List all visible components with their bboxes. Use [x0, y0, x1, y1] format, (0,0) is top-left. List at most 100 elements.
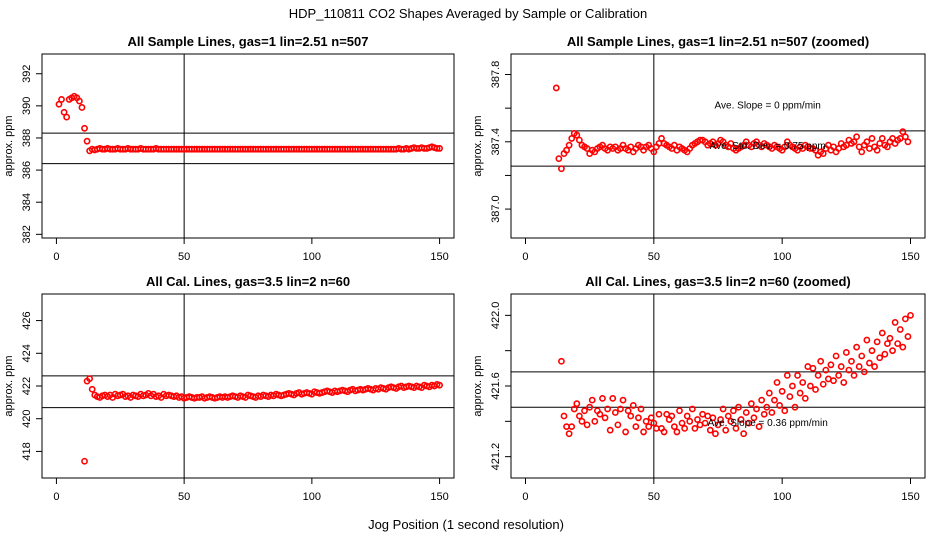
data-point	[835, 372, 843, 379]
data-point	[683, 412, 691, 420]
y-tick-label: 392	[21, 65, 33, 83]
data-point	[796, 389, 804, 397]
data-point	[632, 423, 640, 431]
data-point	[904, 333, 912, 340]
data-point	[81, 457, 88, 465]
data-point	[604, 405, 612, 413]
data-point	[901, 315, 909, 323]
panel-2: All Sample Lines, gas=1 lin=2.51 n=507 (…	[472, 34, 926, 263]
data-point	[753, 405, 760, 413]
x-tick-label: 100	[303, 251, 321, 263]
data-point	[83, 137, 91, 145]
data-point	[747, 400, 755, 408]
data-point	[819, 150, 827, 157]
data-point	[624, 407, 632, 415]
plot-frame	[510, 293, 926, 479]
data-point	[850, 372, 858, 379]
data-point	[896, 326, 904, 333]
data-point	[681, 424, 689, 432]
data-point	[845, 366, 853, 374]
data-point	[858, 148, 866, 156]
data-point	[873, 146, 881, 154]
data-point	[614, 421, 622, 429]
panel-4: All Cal. Lines, gas=3.5 lin=2 n=60 (zoom…	[472, 274, 926, 503]
data-point	[658, 135, 665, 142]
data-point	[645, 423, 653, 431]
data-point	[878, 329, 886, 337]
panel-title: All Cal. Lines, gas=3.5 lin=2 n=60 (zoom…	[585, 274, 851, 289]
data-point	[86, 375, 94, 383]
data-point	[891, 319, 899, 326]
y-tick-label: 386	[21, 161, 33, 179]
data-point	[678, 419, 686, 427]
y-axis-label: approx. ppm	[472, 355, 484, 416]
data-point	[778, 387, 786, 395]
data-point	[789, 382, 796, 390]
data-point	[863, 138, 871, 146]
data-point	[629, 402, 637, 409]
data-point	[737, 416, 745, 423]
figure-title: HDP_110811 CO2 Shapes Averaged by Sample…	[289, 6, 647, 21]
data-point	[819, 380, 827, 388]
data-point	[573, 400, 581, 408]
data-point	[814, 372, 822, 379]
data-point	[691, 424, 699, 432]
data-point	[853, 343, 861, 351]
data-point	[878, 135, 886, 142]
data-point	[860, 368, 868, 376]
data-point	[837, 363, 845, 370]
data-point	[740, 430, 748, 438]
data-point	[668, 412, 676, 420]
data-point	[694, 416, 701, 423]
data-point	[868, 135, 876, 142]
data-point	[894, 340, 902, 348]
data-point	[650, 148, 658, 156]
data-point	[884, 340, 891, 348]
y-tick-label: 382	[21, 225, 33, 243]
data-point	[855, 363, 863, 370]
data-point	[863, 336, 871, 344]
annotation: Ave. Slope = 0 ppm/min	[715, 101, 821, 112]
data-point	[591, 417, 599, 425]
y-axis-label: approx. ppm	[3, 355, 15, 416]
data-point	[827, 361, 835, 369]
data-point	[433, 145, 441, 152]
data-point	[724, 412, 732, 420]
data-point	[830, 377, 837, 385]
y-tick-label: 421.2	[490, 443, 502, 471]
y-tick-label: 387.0	[490, 195, 502, 223]
data-point	[742, 409, 750, 416]
data-point	[588, 396, 596, 404]
data-point	[622, 428, 629, 436]
data-point	[436, 145, 443, 152]
data-point	[760, 410, 768, 418]
data-point	[807, 382, 814, 390]
data-point	[850, 138, 858, 146]
data-point	[88, 385, 96, 393]
data-point	[876, 354, 884, 362]
x-tick-label: 50	[178, 251, 190, 263]
x-tick-label: 150	[901, 491, 919, 503]
panel-title: All Sample Lines, gas=1 lin=2.51 n=507 (…	[567, 34, 869, 49]
y-axis-label: approx. ppm	[3, 115, 15, 176]
data-point	[609, 394, 617, 402]
data-point	[794, 372, 801, 379]
data-point	[635, 414, 642, 422]
y-tick-label: 422	[21, 377, 33, 395]
panel-title: All Cal. Lines, gas=3.5 lin=2 n=60	[146, 274, 350, 289]
annotation: Ave. Std. Dev. = 0.75 ppm	[710, 141, 826, 152]
data-point	[722, 426, 730, 434]
x-tick-label: 0	[53, 251, 59, 263]
data-point	[812, 386, 819, 393]
data-point	[714, 421, 722, 429]
y-tick-label: 390	[21, 97, 33, 115]
data-points	[552, 84, 912, 173]
data-point	[58, 96, 65, 103]
data-point	[773, 379, 781, 386]
data-point	[732, 424, 740, 432]
data-point	[78, 104, 86, 111]
data-point	[619, 396, 627, 404]
y-tick-label: 422.0	[490, 302, 502, 330]
data-point	[606, 426, 614, 434]
data-point	[611, 409, 619, 416]
